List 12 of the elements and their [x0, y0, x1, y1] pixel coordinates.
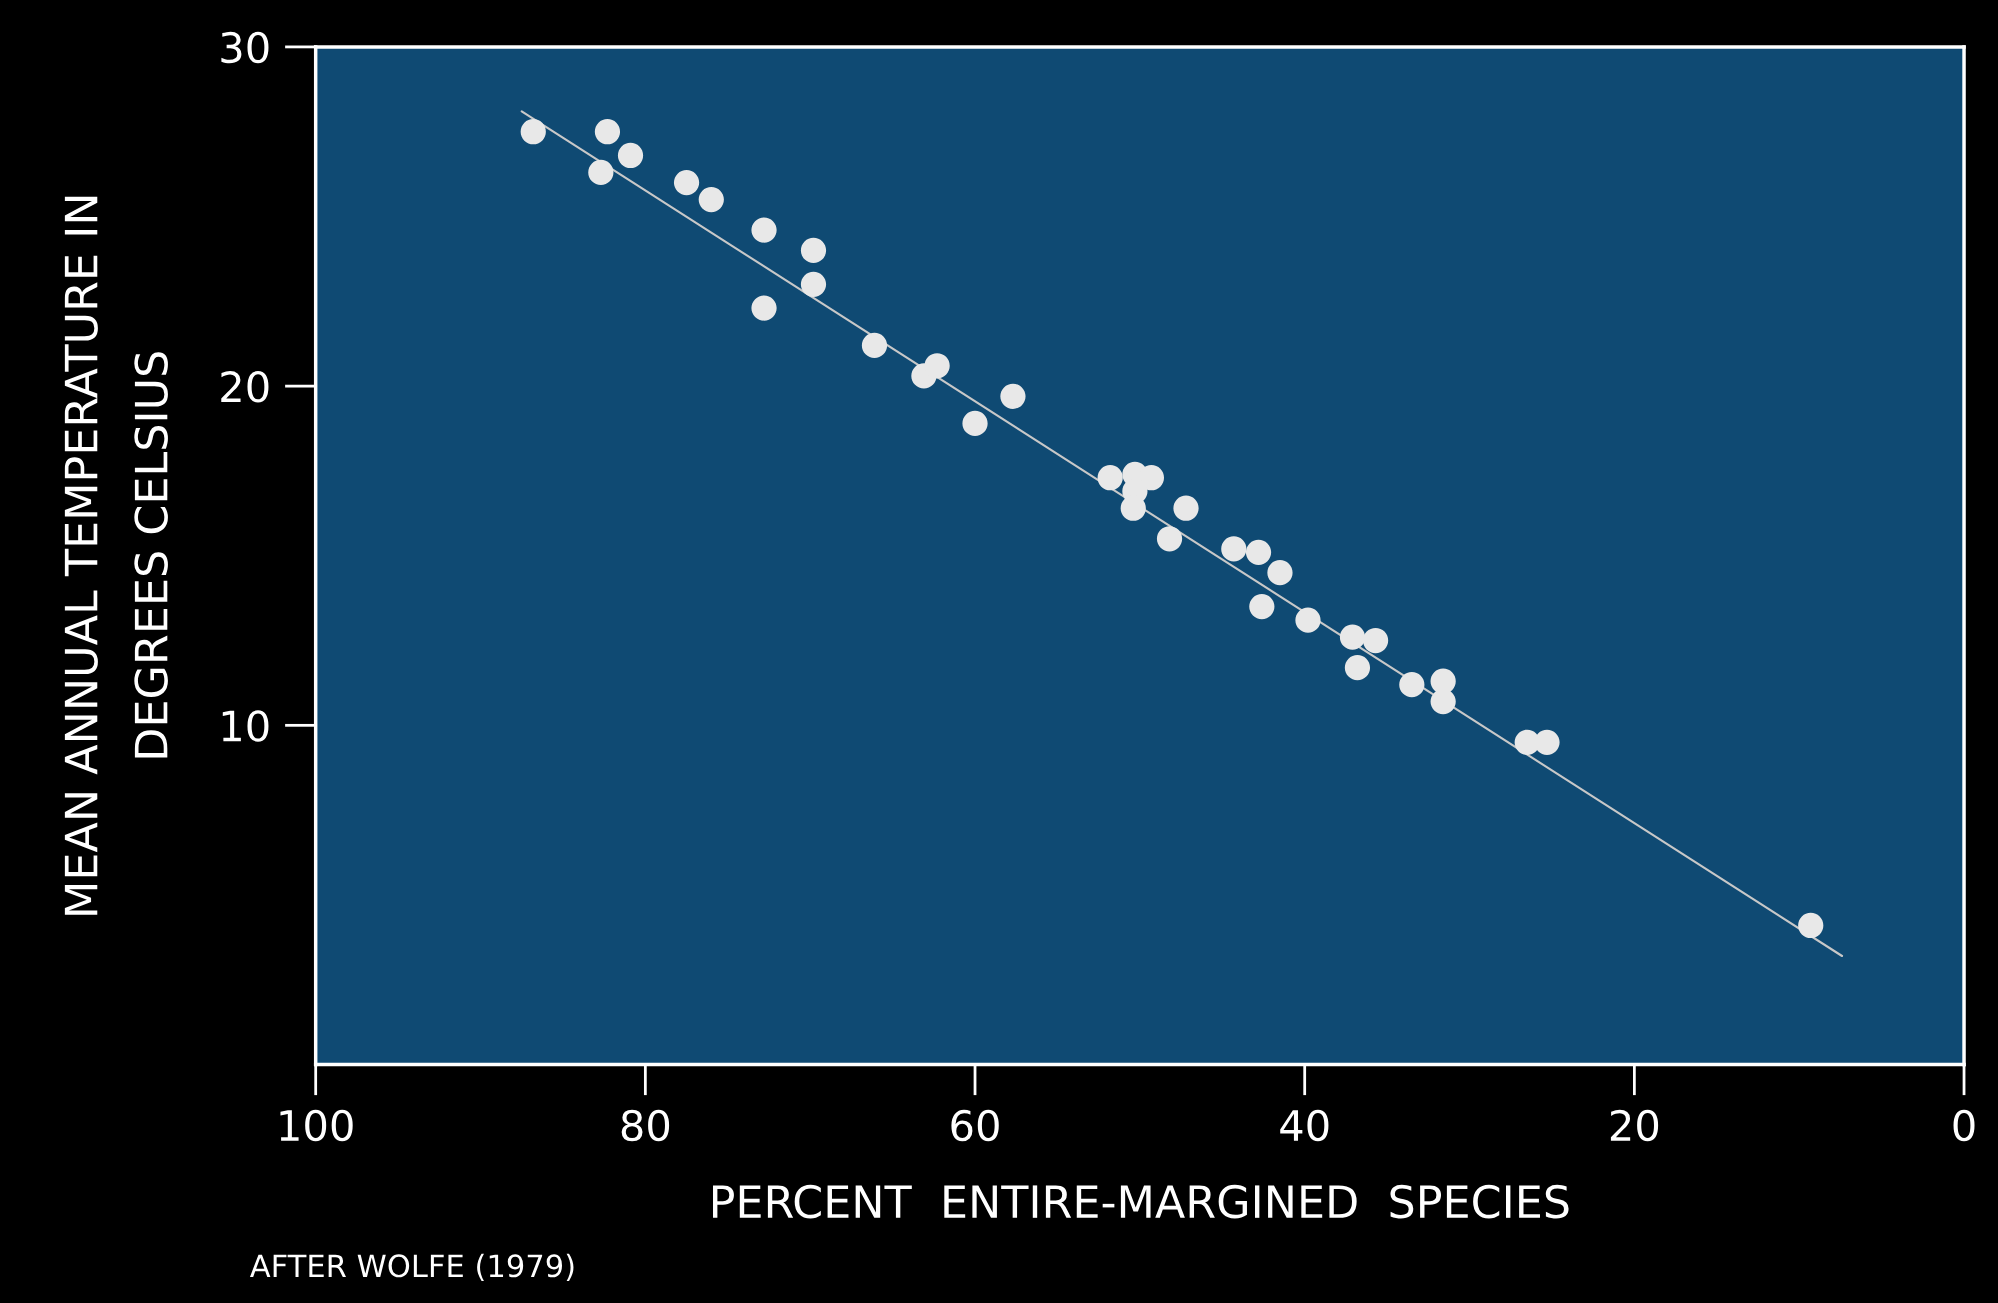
x-tick-label: 60	[951, 1109, 999, 1142]
text: AFTER WOLFE (1979)	[249, 1253, 574, 1281]
x-tick-label: 100	[280, 1109, 353, 1142]
x-tick-label: 80	[621, 1109, 670, 1142]
y-axis-title: MEAN ANNUAL TEMPERATURE IN DEGREES CELSIUS	[64, 196, 168, 915]
x-tick-label: 20	[1610, 1109, 1659, 1142]
y-tick-label: 30	[221, 31, 269, 64]
x-tick-label: 0	[1953, 1109, 1975, 1142]
y-tick-label: 10	[222, 710, 269, 742]
y-tick-label: 20	[221, 371, 269, 403]
x-tick-label: 40	[1280, 1109, 1329, 1142]
x-axis-title: PERCENT ENTIRE-MARGINED SPECIES	[713, 1184, 1569, 1219]
